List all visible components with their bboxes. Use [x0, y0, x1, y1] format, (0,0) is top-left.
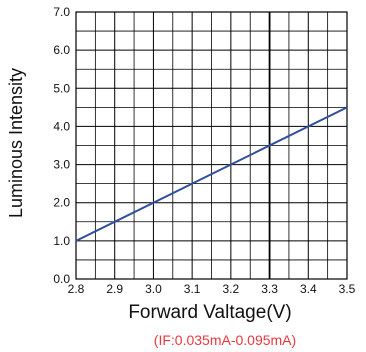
x-tick-label: 3.3	[261, 282, 278, 296]
grid-minor	[76, 12, 347, 279]
series-group	[75, 106, 348, 242]
annotation-note: (IF:0.035mA-0.095mA)	[154, 332, 296, 348]
x-tick-label: 3.5	[339, 282, 356, 296]
x-tick-labels: 2.8 2.9 3.0 3.1 3.2 3.3 3.4 3.5	[68, 282, 356, 296]
x-tick-label: 3.2	[223, 282, 240, 296]
x-tick-label: 2.9	[106, 282, 123, 296]
y-axis-title: Luminous Intensity	[6, 68, 26, 218]
y-tick-label: 7.0	[53, 5, 70, 19]
y-tick-labels: 0.0 1.0 2.0 3.0 4.0 5.0 6.0 7.0	[53, 5, 70, 286]
y-tick-label: 3.0	[53, 158, 70, 172]
y-tick-label: 6.0	[53, 43, 70, 57]
y-tick-label: 0.0	[53, 272, 70, 286]
plot-frame	[75, 11, 348, 280]
y-tick-label: 5.0	[53, 81, 70, 95]
y-tick-label: 1.0	[53, 234, 70, 248]
series-line	[75, 106, 348, 242]
x-tick-label: 3.1	[184, 282, 201, 296]
x-tick-label: 3.4	[300, 282, 317, 296]
y-tick-label: 4.0	[53, 119, 70, 133]
x-tick-label: 2.8	[68, 282, 85, 296]
x-axis-title: Forward Valtage(V)	[128, 302, 291, 323]
y-tick-label: 2.0	[53, 196, 70, 210]
x-tick-label: 3.0	[145, 282, 162, 296]
